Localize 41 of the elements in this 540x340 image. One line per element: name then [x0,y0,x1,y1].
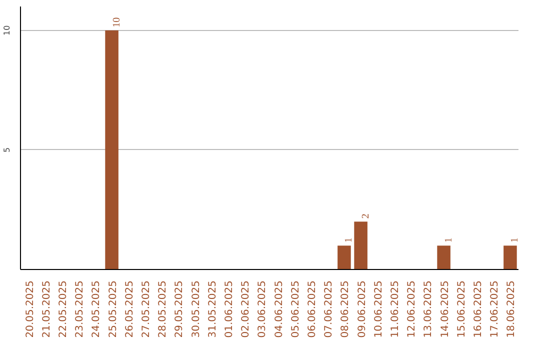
x-tick-label: 06.06.2025 [307,280,318,338]
x-tick-label: 17.06.2025 [490,280,501,338]
data-label: 2 [360,214,372,219]
x-tick-label: 20.05.2025 [24,280,36,338]
x-tick-label: 02.06.2025 [240,280,252,338]
data-label: 10 [111,17,122,28]
bar [437,246,450,270]
x-tick-label: 23.05.2025 [74,280,86,338]
x-tick-label: 08.06.2025 [340,280,352,338]
data-label: 1 [344,238,355,243]
x-tick-label: 05.06.2025 [290,280,302,338]
x-tick-label: 03.06.2025 [257,280,268,338]
x-tick-label: 26.05.2025 [124,280,136,338]
x-tick-label: 07.06.2025 [324,280,335,338]
x-tick-label: 12.06.2025 [406,280,418,338]
x-tick-label: 29.05.2025 [174,280,186,338]
x-tick-label: 28.05.2025 [158,280,169,338]
x-tick-label: 09.06.2025 [356,280,368,338]
bar [354,222,368,270]
x-tick-label: 30.05.2025 [190,280,202,338]
x-tick-label: 24.05.2025 [91,280,102,338]
x-tick-label: 14.06.2025 [440,280,451,338]
bar [504,246,517,270]
y-tick-label: 5 [2,147,12,152]
x-tick-label: 11.06.2025 [390,280,401,338]
x-tick-label: 31.05.2025 [207,280,218,338]
x-tick-label: 15.06.2025 [456,280,468,338]
x-tick-label: 16.06.2025 [473,280,484,338]
x-tick-label: 04.06.2025 [274,280,285,338]
x-tick-label: 01.06.2025 [224,280,235,338]
data-label: 1 [443,238,454,243]
x-tick-label: 21.05.2025 [41,280,52,338]
x-tick-label: 10.06.2025 [373,280,384,338]
x-tick-label: 13.06.2025 [423,280,434,338]
data-label: 1 [510,238,521,243]
bar [338,246,351,270]
x-tick-label: 22.05.2025 [58,280,69,338]
x-tick-label: 27.05.2025 [141,280,152,338]
x-tick-label: 18.06.2025 [506,280,518,338]
bar [105,30,118,270]
x-tick-label: 25.05.2025 [108,280,119,338]
